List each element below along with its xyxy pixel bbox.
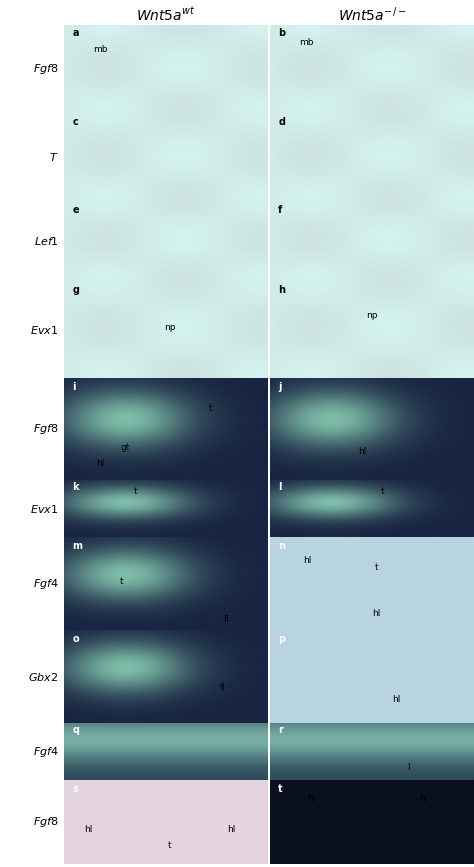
Text: f: f: [278, 205, 283, 215]
Text: hl: hl: [358, 447, 366, 456]
Text: fl: fl: [224, 615, 230, 623]
Text: $\it{Fgf8}$: $\it{Fgf8}$: [33, 422, 59, 436]
Text: o: o: [72, 634, 79, 644]
Text: e: e: [72, 205, 79, 215]
Text: $\it{Evx1}$: $\it{Evx1}$: [30, 323, 59, 336]
Text: n: n: [278, 541, 285, 551]
Text: p: p: [278, 634, 285, 644]
Text: $\it{T}$: $\it{T}$: [49, 151, 59, 163]
Text: hl: hl: [307, 794, 315, 804]
Text: c: c: [72, 117, 78, 127]
Text: t: t: [374, 563, 378, 571]
Text: t: t: [168, 842, 172, 851]
Text: np: np: [366, 310, 378, 320]
Text: gt: gt: [120, 443, 130, 452]
Text: $\mathit{Wnt5a}^{wt}$: $\mathit{Wnt5a}^{wt}$: [136, 6, 196, 23]
Text: l: l: [278, 482, 282, 492]
Text: mb: mb: [93, 45, 108, 54]
Text: $\it{Lef1}$: $\it{Lef1}$: [34, 235, 59, 247]
Text: k: k: [72, 482, 79, 492]
Text: hl: hl: [84, 825, 92, 834]
Text: hl: hl: [419, 794, 427, 804]
Text: $\it{Evx1}$: $\it{Evx1}$: [30, 503, 59, 515]
Text: m: m: [72, 541, 82, 551]
Text: $\it{Fgf8}$: $\it{Fgf8}$: [33, 816, 59, 830]
Text: r: r: [278, 726, 283, 735]
Text: $\it{Gbx2}$: $\it{Gbx2}$: [28, 670, 59, 682]
Text: hl: hl: [303, 556, 311, 565]
Text: hl: hl: [97, 460, 105, 468]
Text: s: s: [72, 784, 78, 794]
Text: $\it{Fgf4}$: $\it{Fgf4}$: [33, 577, 59, 590]
Text: hl: hl: [227, 825, 235, 834]
Text: $\mathit{Wnt5a}^{-/-}$: $\mathit{Wnt5a}^{-/-}$: [338, 5, 406, 24]
Text: g: g: [72, 285, 79, 295]
Text: i: i: [72, 382, 76, 393]
Text: t: t: [134, 487, 137, 496]
Text: j: j: [278, 382, 282, 393]
Text: t: t: [278, 784, 283, 794]
Text: np: np: [164, 323, 176, 332]
Text: l: l: [408, 763, 410, 772]
Text: t: t: [209, 404, 212, 414]
Text: h: h: [278, 285, 285, 295]
Text: t: t: [381, 487, 384, 496]
Text: q: q: [72, 726, 79, 735]
Text: mb: mb: [300, 38, 314, 47]
Text: b: b: [278, 29, 285, 38]
Text: hl: hl: [392, 695, 401, 704]
Text: a: a: [72, 29, 79, 38]
Text: hl: hl: [372, 609, 380, 618]
Text: t: t: [119, 577, 123, 586]
Text: fl: fl: [220, 683, 226, 692]
Text: $\it{Fgf8}$: $\it{Fgf8}$: [33, 62, 59, 76]
Text: d: d: [278, 117, 285, 127]
Text: $\it{Fgf4}$: $\it{Fgf4}$: [33, 745, 59, 759]
